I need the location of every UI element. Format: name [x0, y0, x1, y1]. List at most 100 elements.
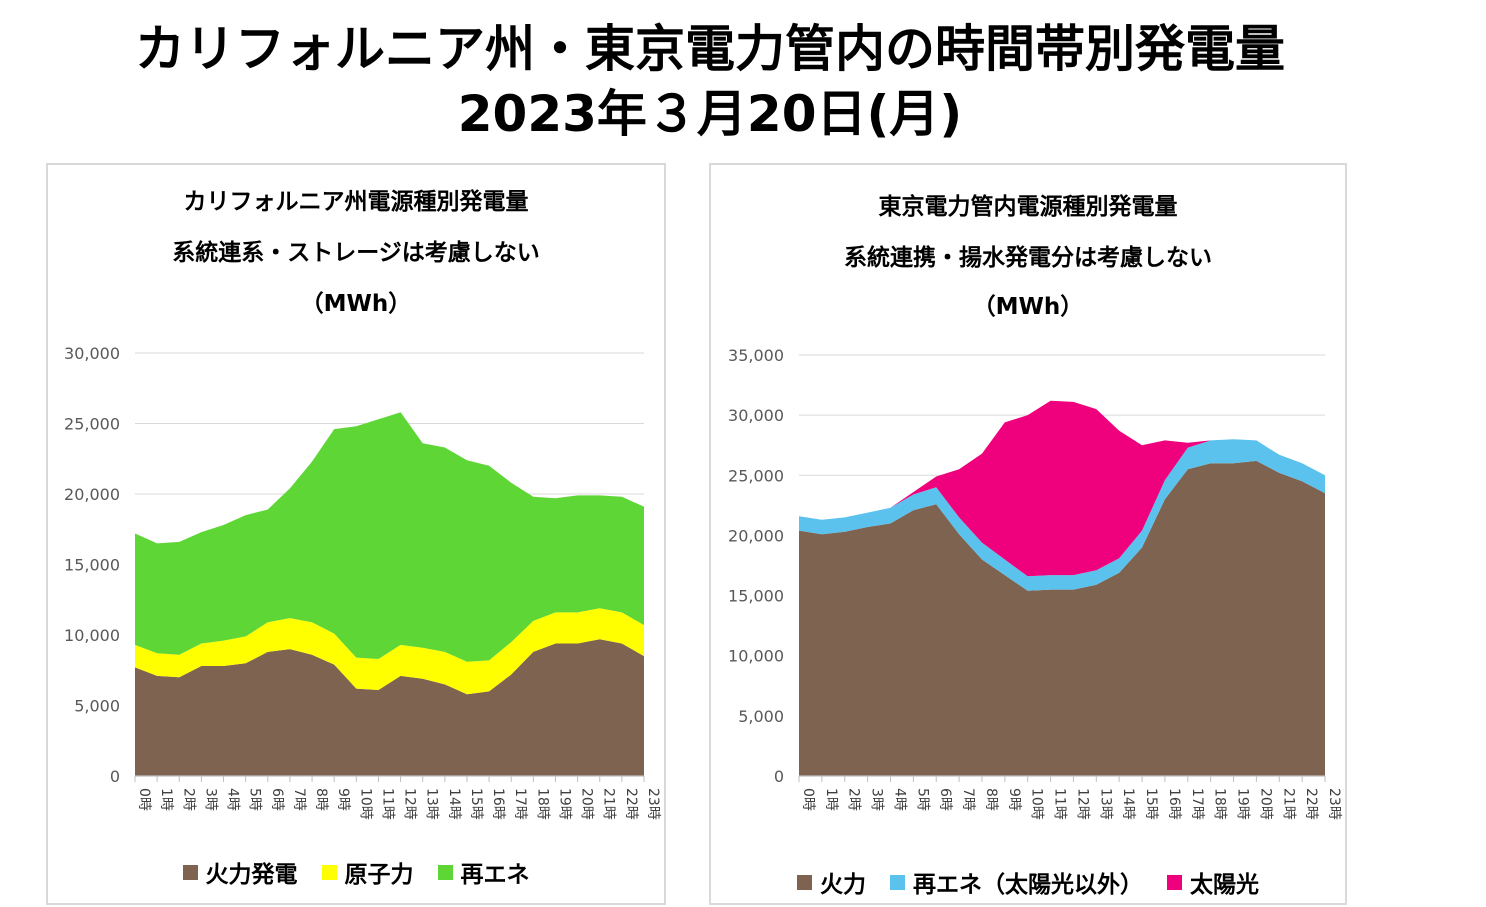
x-tick-label: 9時: [1006, 788, 1022, 811]
x-tick-label: 15時: [468, 788, 484, 820]
x-tick-label: 4時: [891, 788, 907, 811]
page-title: カリフォルニア州・東京電力管内の時間帯別発電量: [135, 20, 1285, 78]
x-tick-label: 1時: [823, 788, 839, 811]
x-tick-label: 20時: [579, 788, 595, 820]
y-tick-label: 10,000: [64, 626, 120, 645]
california-area-chart: 0 5,000 10,000 15,000 20,000 25,000 30,000 0時 1時…: [64, 344, 661, 820]
legend-item: 原子力: [321, 855, 414, 889]
chart-subtitle-line: 系統連系・ストレージは考慮しない: [172, 240, 540, 266]
legend-item: 火力発電: [182, 855, 298, 889]
x-tick-label: 11時: [1052, 788, 1068, 820]
x-tick-label: 10時: [357, 788, 373, 820]
x-tick-label: 19時: [1235, 788, 1251, 820]
legend-item: 火力: [797, 865, 866, 899]
x-tick-label: 4時: [225, 788, 241, 811]
y-tick-label: 35,000: [728, 346, 784, 365]
y-tick-label: 15,000: [728, 587, 784, 606]
x-tick-label: 15時: [1143, 788, 1159, 820]
tokyo-chart-panel: 東京電力管内電源種別発電量 系統連携・揚水発電分は考慮しない （MWh） 0 5,…: [709, 163, 1347, 905]
y-tick-label: 15,000: [64, 556, 120, 575]
x-tick-label: 21時: [1280, 788, 1296, 820]
area-series-再エネ: [135, 412, 644, 662]
california-chart-panel: カリフォルニア州電源種別発電量 系統連系・ストレージは考慮しない （MWh） 0…: [46, 163, 666, 905]
legend-swatch: [182, 864, 198, 880]
tokyo-area-chart: 0 5,000 10,000 15,000 20,000 25,000 30,000 35,0…: [728, 346, 1342, 820]
x-tick-label: 13時: [1097, 788, 1113, 820]
chart-unit-line: （MWh）: [300, 291, 412, 317]
area-series-火力発電: [135, 639, 644, 776]
x-tick-label: 22時: [623, 788, 639, 820]
y-tick-label: 10,000: [728, 647, 784, 666]
chart-title-line: カリフォルニア州電源種別発電量: [183, 189, 529, 215]
area-series-火力: [799, 460, 1325, 776]
chart-legend: 火力 再エネ（太陽光以外） 太陽光: [711, 865, 1345, 899]
y-tick-label: 0: [774, 767, 784, 786]
x-tick-label: 23時: [1326, 788, 1342, 820]
area-series-原子力: [135, 608, 644, 695]
x-tick-label: 8時: [983, 788, 999, 811]
page-date: 2023年３月20日(月): [457, 85, 963, 143]
x-tick-label: 6時: [269, 788, 285, 811]
legend-swatch: [890, 874, 905, 890]
x-tick-label: 23時: [645, 788, 661, 820]
legend-item: 再エネ: [437, 855, 530, 889]
legend-label: 火力発電: [205, 862, 298, 888]
x-tick-label: 3時: [869, 788, 885, 811]
x-tick-label: 21時: [601, 788, 617, 820]
x-tick-label: 12時: [1074, 788, 1090, 820]
y-tick-label: 20,000: [64, 485, 120, 504]
x-tick-label: 1時: [158, 788, 174, 811]
x-tick-label: 2時: [180, 788, 196, 811]
y-tick-label: 25,000: [728, 466, 784, 485]
y-tick-label: 25,000: [64, 415, 120, 434]
chart-title-line: 東京電力管内電源種別発電量: [878, 194, 1178, 220]
x-tick-label: 11時: [379, 788, 395, 820]
x-tick-label: 18時: [1212, 788, 1228, 820]
chart-unit-line: （MWh）: [972, 294, 1084, 320]
x-tick-label: 20時: [1257, 788, 1273, 820]
x-tick-label: 7時: [291, 788, 307, 811]
y-tick-label: 30,000: [64, 344, 120, 363]
x-tick-label: 16時: [1166, 788, 1182, 820]
legend-swatch: [321, 864, 337, 880]
x-tick-label: 19時: [556, 788, 572, 820]
x-tick-label: 14時: [1120, 788, 1136, 820]
x-tick-label: 6時: [937, 788, 953, 811]
chart-legend: 火力発電 原子力 再エネ: [48, 855, 664, 889]
x-tick-label: 18時: [534, 788, 550, 820]
legend-label: 太陽光: [1190, 872, 1259, 898]
x-tick-label: 13時: [424, 788, 440, 820]
legend-swatch: [1167, 874, 1182, 890]
legend-label: 火力: [820, 872, 866, 898]
chart-subtitle-line: 系統連携・揚水発電分は考慮しない: [844, 245, 1212, 271]
legend-label: 原子力: [344, 862, 414, 888]
x-tick-label: 10時: [1029, 788, 1045, 820]
y-tick-label: 20,000: [728, 526, 784, 545]
y-tick-label: 5,000: [74, 697, 120, 716]
legend-label: 再エネ: [460, 862, 530, 888]
y-tick-label: 0: [110, 767, 120, 786]
x-tick-label: 0時: [800, 788, 816, 811]
x-tick-label: 2時: [846, 788, 862, 811]
legend-swatch: [437, 864, 453, 880]
area-series-再エネ（太陽光以外）: [799, 439, 1325, 591]
legend-item: 太陽光: [1167, 865, 1259, 899]
y-tick-label: 5,000: [738, 707, 784, 726]
legend-swatch: [797, 874, 812, 890]
legend-label: 再エネ（太陽光以外）: [913, 872, 1143, 898]
x-tick-label: 22時: [1303, 788, 1319, 820]
x-tick-label: 17時: [1189, 788, 1205, 820]
x-tick-label: 7時: [960, 788, 976, 811]
x-tick-label: 12時: [402, 788, 418, 820]
x-tick-label: 5時: [914, 788, 930, 811]
x-tick-label: 17時: [512, 788, 528, 820]
x-tick-label: 16時: [490, 788, 506, 820]
x-tick-label: 3時: [202, 788, 218, 811]
x-tick-label: 5時: [247, 788, 263, 811]
x-tick-label: 14時: [446, 788, 462, 820]
x-tick-label: 9時: [335, 788, 351, 811]
x-tick-label: 8時: [313, 788, 329, 811]
x-tick-label: 0時: [136, 788, 152, 811]
y-tick-label: 30,000: [728, 406, 784, 425]
legend-item: 再エネ（太陽光以外）: [890, 865, 1143, 899]
